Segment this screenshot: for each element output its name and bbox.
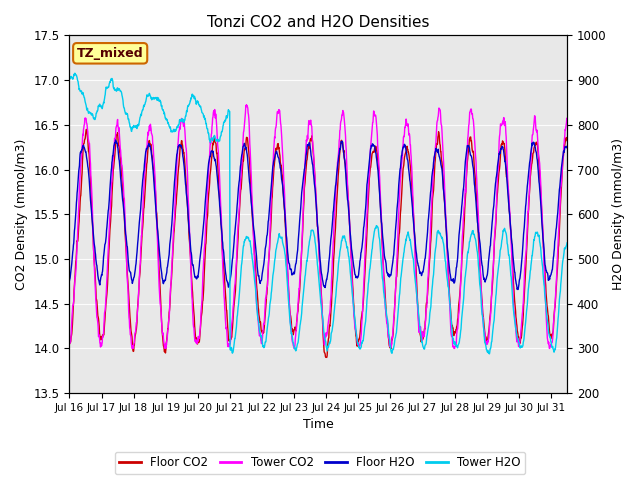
- Floor CO2: [255, 307, 262, 312]
- Floor CO2: [83, 127, 90, 132]
- Tower H2O: [498, 238, 506, 243]
- Floor H2O: [209, 151, 217, 156]
- Tower H2O: [164, 121, 172, 127]
- Floor CO2: [164, 320, 172, 326]
- Floor H2O: [255, 273, 262, 278]
- Line: Floor H2O: Floor H2O: [69, 140, 567, 289]
- Floor H2O: [156, 244, 163, 250]
- Floor H2O: [442, 227, 450, 232]
- Floor CO2: [498, 141, 506, 146]
- Tower H2O: [156, 98, 163, 104]
- Tower H2O: [209, 136, 217, 142]
- Text: TZ_mixed: TZ_mixed: [77, 47, 143, 60]
- Floor H2O: [514, 287, 522, 292]
- Tower CO2: [209, 110, 217, 116]
- Floor H2O: [498, 145, 506, 151]
- Tower H2O: [442, 267, 450, 273]
- Legend: Floor CO2, Tower CO2, Floor H2O, Tower H2O: Floor CO2, Tower CO2, Floor H2O, Tower H…: [115, 452, 525, 474]
- Tower H2O: [563, 240, 571, 246]
- Tower CO2: [498, 122, 506, 128]
- Tower CO2: [243, 102, 250, 108]
- Title: Tonzi CO2 and H2O Densities: Tonzi CO2 and H2O Densities: [207, 15, 429, 30]
- Floor H2O: [112, 137, 120, 143]
- Line: Tower H2O: Tower H2O: [69, 73, 567, 354]
- Floor CO2: [563, 138, 571, 144]
- Tower H2O: [486, 351, 493, 357]
- X-axis label: Time: Time: [303, 419, 333, 432]
- Floor H2O: [164, 255, 172, 261]
- Floor H2O: [65, 278, 73, 284]
- Floor CO2: [156, 267, 163, 273]
- Line: Tower CO2: Tower CO2: [69, 105, 567, 348]
- Tower CO2: [255, 328, 262, 334]
- Tower CO2: [164, 321, 172, 327]
- Line: Floor CO2: Floor CO2: [69, 130, 567, 357]
- Floor CO2: [65, 341, 73, 347]
- Tower H2O: [255, 318, 262, 324]
- Tower CO2: [156, 283, 163, 288]
- Tower CO2: [563, 116, 571, 121]
- Tower CO2: [128, 346, 136, 351]
- Floor H2O: [563, 145, 571, 151]
- Tower CO2: [443, 227, 451, 233]
- Y-axis label: CO2 Density (mmol/m3): CO2 Density (mmol/m3): [15, 139, 28, 290]
- Floor CO2: [443, 233, 451, 239]
- Tower H2O: [65, 76, 73, 82]
- Floor CO2: [209, 142, 217, 148]
- Tower CO2: [65, 341, 73, 347]
- Y-axis label: H2O Density (mmol/m3): H2O Density (mmol/m3): [612, 138, 625, 290]
- Tower H2O: [71, 71, 79, 76]
- Floor CO2: [322, 354, 330, 360]
